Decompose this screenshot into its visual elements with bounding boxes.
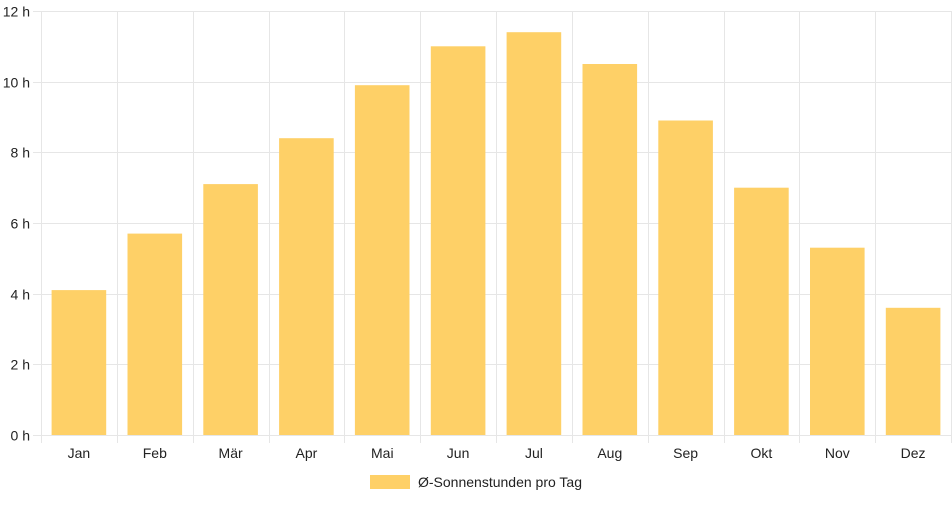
x-tick-label: Mai (371, 445, 394, 461)
axis-layer: 0 h 2 h 4 h 6 h 8 h 10 h 12 h Jan Feb Mär Apr Mai Ju… (3, 4, 926, 462)
bar-nov (810, 247, 865, 435)
x-tick-label: Jan (68, 445, 91, 461)
bar-mai (354, 85, 410, 435)
bar-jul (506, 32, 562, 435)
x-tick-label: Sep (673, 445, 698, 461)
bar-sep (658, 120, 713, 435)
x-tick-label: Apr (296, 445, 318, 461)
bar-okt (734, 187, 789, 435)
x-tick-label: Okt (751, 445, 773, 461)
y-tick-label: 2 h (11, 357, 30, 373)
bar-mär (203, 184, 258, 435)
legend-swatch (370, 475, 410, 489)
x-tick-label: Mär (219, 445, 243, 461)
bar-jan (51, 290, 107, 435)
legend-label: Ø-Sonnenstunden pro Tag (418, 474, 582, 490)
bar-apr (279, 138, 334, 435)
legend[interactable]: Ø-Sonnenstunden pro Tag (370, 474, 582, 490)
y-tick-label: 4 h (11, 287, 30, 303)
bars-layer (51, 32, 941, 436)
bar-feb (127, 233, 183, 435)
x-tick-label: Jul (525, 445, 543, 461)
bar-aug (582, 64, 638, 435)
y-tick-label: 0 h (11, 428, 30, 444)
y-tick-label: 8 h (11, 145, 30, 161)
x-tick-label: Jun (447, 445, 470, 461)
x-tick-label: Aug (597, 445, 622, 461)
x-tick-label: Nov (825, 445, 850, 461)
y-tick-label: 6 h (11, 216, 30, 232)
x-tick-label: Dez (901, 445, 926, 461)
y-tick-label: 10 h (3, 75, 30, 91)
x-tick-label: Feb (143, 445, 167, 461)
bar-dez (885, 307, 941, 435)
bar-jun (430, 46, 486, 436)
y-tick-label: 12 h (3, 4, 30, 20)
